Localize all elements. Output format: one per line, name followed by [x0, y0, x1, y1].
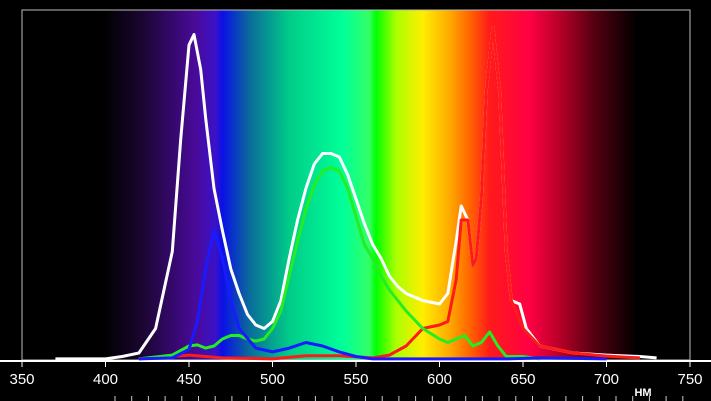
x-tick-label: 750	[677, 371, 702, 388]
x-tick-label: 500	[260, 371, 285, 388]
x-axis-label: НМ	[634, 387, 651, 399]
series-line	[138, 26, 640, 361]
x-tick-label: 400	[93, 371, 118, 388]
x-tick-label: 350	[9, 371, 34, 388]
series-line	[138, 229, 607, 361]
x-tick-label: 450	[176, 371, 201, 388]
x-tick-label: 700	[594, 371, 619, 388]
x-tick-label: 650	[510, 371, 535, 388]
x-tick-label: 600	[427, 371, 452, 388]
series-line	[138, 166, 540, 361]
x-tick-label: 550	[343, 371, 368, 388]
plot-area	[21, 9, 691, 361]
